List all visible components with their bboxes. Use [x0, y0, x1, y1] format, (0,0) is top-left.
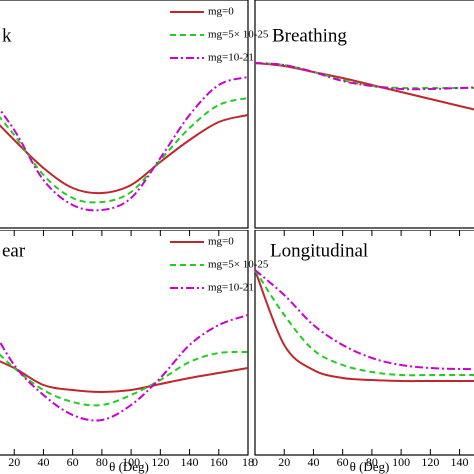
panel-title: k — [2, 25, 12, 46]
series-line — [0, 97, 249, 204]
series-line — [254, 269, 474, 377]
series-line — [0, 76, 249, 212]
x-tick-label: 140 — [451, 455, 469, 469]
series-line — [0, 360, 249, 394]
x-tick-label: 100 — [392, 455, 410, 469]
series-line — [0, 314, 249, 422]
panel-frame — [254, 230, 474, 456]
x-tick-label: 140 — [181, 455, 199, 469]
x-tick-label: 20 — [278, 455, 290, 469]
legend-label: mg=0 — [208, 6, 234, 18]
x-axis-label: θ (Deg) — [350, 459, 390, 474]
legend-label: mg=5× 10-25 — [208, 29, 269, 41]
x-tick-label: 160 — [210, 455, 228, 469]
series-line — [254, 269, 474, 371]
x-tick-label: 40 — [307, 455, 319, 469]
panel-frame — [0, 230, 249, 456]
x-tick-label: 60 — [337, 455, 349, 469]
panel-frame — [0, 0, 249, 229]
panel — [0, 0, 249, 229]
legend-label: mg=10-21 — [208, 282, 254, 294]
x-tick-label: 120 — [151, 455, 169, 469]
series-line — [254, 62, 474, 91]
panel — [254, 230, 474, 456]
series-line — [0, 350, 249, 407]
x-tick-label: 60 — [67, 455, 79, 469]
x-tick-label: 18 — [242, 455, 254, 469]
x-tick-label: 100 — [122, 455, 140, 469]
x-tick-label: 80 — [96, 455, 108, 469]
x-tick-label: 80 — [366, 455, 378, 469]
panel — [0, 230, 249, 456]
legend-label: mg=0 — [208, 236, 234, 248]
panel-title: ear — [2, 240, 26, 261]
legend-label: mg=10-21 — [208, 52, 254, 64]
legend-label: mg=5× 10-25 — [208, 259, 269, 271]
x-tick-label: 40 — [37, 455, 49, 469]
panel — [254, 0, 474, 229]
panel-frame — [254, 0, 474, 229]
x-tick-label: 120 — [421, 455, 439, 469]
series-line — [254, 62, 474, 111]
x-tick-label: 0 — [252, 455, 258, 469]
series-line — [254, 269, 474, 383]
x-tick-label: 20 — [8, 455, 20, 469]
x-axis-label: θ (Deg) — [109, 459, 149, 474]
series-line — [0, 114, 249, 195]
panel-title: Longitudinal — [270, 240, 368, 261]
panel-title: Breathing — [272, 25, 347, 46]
